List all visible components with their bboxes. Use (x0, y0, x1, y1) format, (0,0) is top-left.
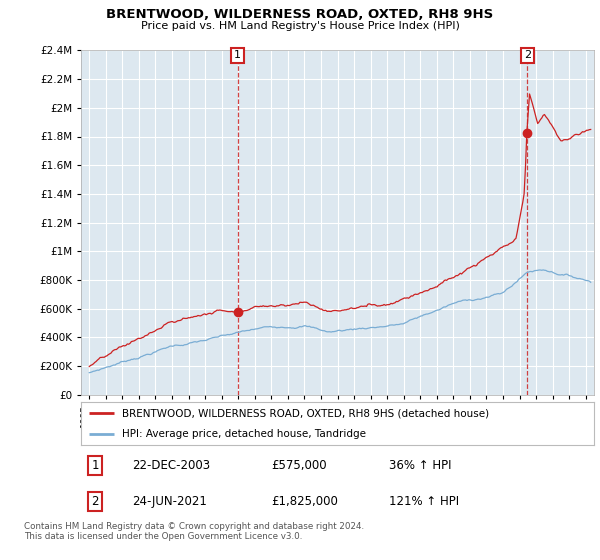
Text: BRENTWOOD, WILDERNESS ROAD, OXTED, RH8 9HS: BRENTWOOD, WILDERNESS ROAD, OXTED, RH8 9… (106, 8, 494, 21)
Text: BRENTWOOD, WILDERNESS ROAD, OXTED, RH8 9HS (detached house): BRENTWOOD, WILDERNESS ROAD, OXTED, RH8 9… (122, 408, 489, 418)
Text: HPI: Average price, detached house, Tandridge: HPI: Average price, detached house, Tand… (122, 430, 366, 439)
Text: 1: 1 (91, 459, 99, 472)
Text: Price paid vs. HM Land Registry's House Price Index (HPI): Price paid vs. HM Land Registry's House … (140, 21, 460, 31)
Text: 22-DEC-2003: 22-DEC-2003 (133, 459, 211, 472)
Text: 2: 2 (91, 494, 99, 508)
Text: 24-JUN-2021: 24-JUN-2021 (133, 494, 207, 508)
Text: Contains HM Land Registry data © Crown copyright and database right 2024.
This d: Contains HM Land Registry data © Crown c… (24, 522, 364, 542)
Text: 36% ↑ HPI: 36% ↑ HPI (389, 459, 451, 472)
Text: 121% ↑ HPI: 121% ↑ HPI (389, 494, 459, 508)
Text: £575,000: £575,000 (271, 459, 326, 472)
Text: £1,825,000: £1,825,000 (271, 494, 338, 508)
Text: 1: 1 (234, 50, 241, 60)
Text: 2: 2 (524, 50, 531, 60)
